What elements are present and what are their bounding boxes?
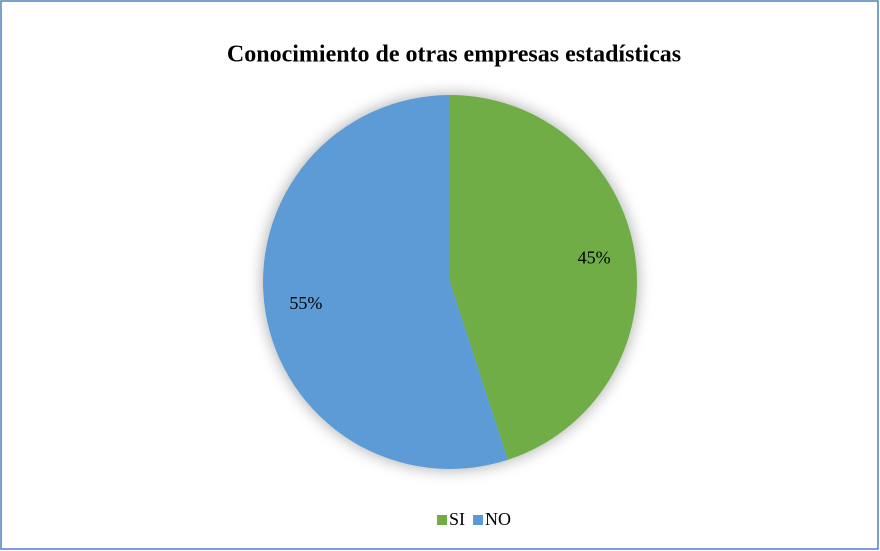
legend-label: SI bbox=[449, 509, 465, 529]
data-label: 45% bbox=[578, 247, 611, 267]
pie-slice bbox=[450, 95, 637, 460]
legend-swatch bbox=[473, 515, 484, 525]
chart-title: Conocimiento de otras empresas estadísti… bbox=[227, 42, 681, 68]
legend-label: NO bbox=[485, 509, 511, 529]
pie-slice bbox=[262, 95, 508, 469]
legend-swatch bbox=[437, 515, 447, 525]
pie bbox=[262, 95, 637, 469]
data-label: 55% bbox=[289, 293, 322, 313]
